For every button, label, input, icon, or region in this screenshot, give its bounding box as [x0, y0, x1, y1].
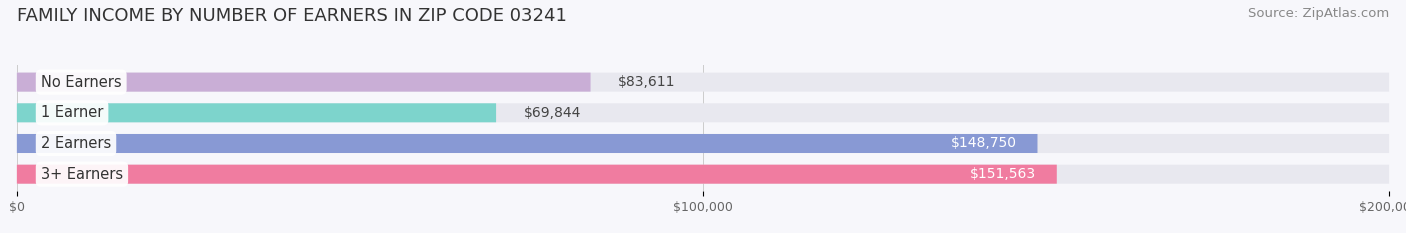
- Text: No Earners: No Earners: [41, 75, 121, 90]
- Text: 2 Earners: 2 Earners: [41, 136, 111, 151]
- Text: 3+ Earners: 3+ Earners: [41, 167, 122, 182]
- FancyBboxPatch shape: [17, 165, 1057, 184]
- Text: $151,563: $151,563: [970, 167, 1036, 181]
- FancyBboxPatch shape: [17, 165, 1389, 184]
- FancyBboxPatch shape: [17, 134, 1389, 153]
- Text: 1 Earner: 1 Earner: [41, 105, 103, 120]
- Text: $69,844: $69,844: [523, 106, 581, 120]
- FancyBboxPatch shape: [17, 103, 496, 122]
- FancyBboxPatch shape: [17, 103, 1389, 122]
- Text: $148,750: $148,750: [950, 137, 1017, 151]
- FancyBboxPatch shape: [17, 73, 1389, 92]
- Text: Source: ZipAtlas.com: Source: ZipAtlas.com: [1249, 7, 1389, 20]
- Text: $83,611: $83,611: [619, 75, 675, 89]
- FancyBboxPatch shape: [17, 73, 591, 92]
- FancyBboxPatch shape: [17, 134, 1038, 153]
- Text: FAMILY INCOME BY NUMBER OF EARNERS IN ZIP CODE 03241: FAMILY INCOME BY NUMBER OF EARNERS IN ZI…: [17, 7, 567, 25]
